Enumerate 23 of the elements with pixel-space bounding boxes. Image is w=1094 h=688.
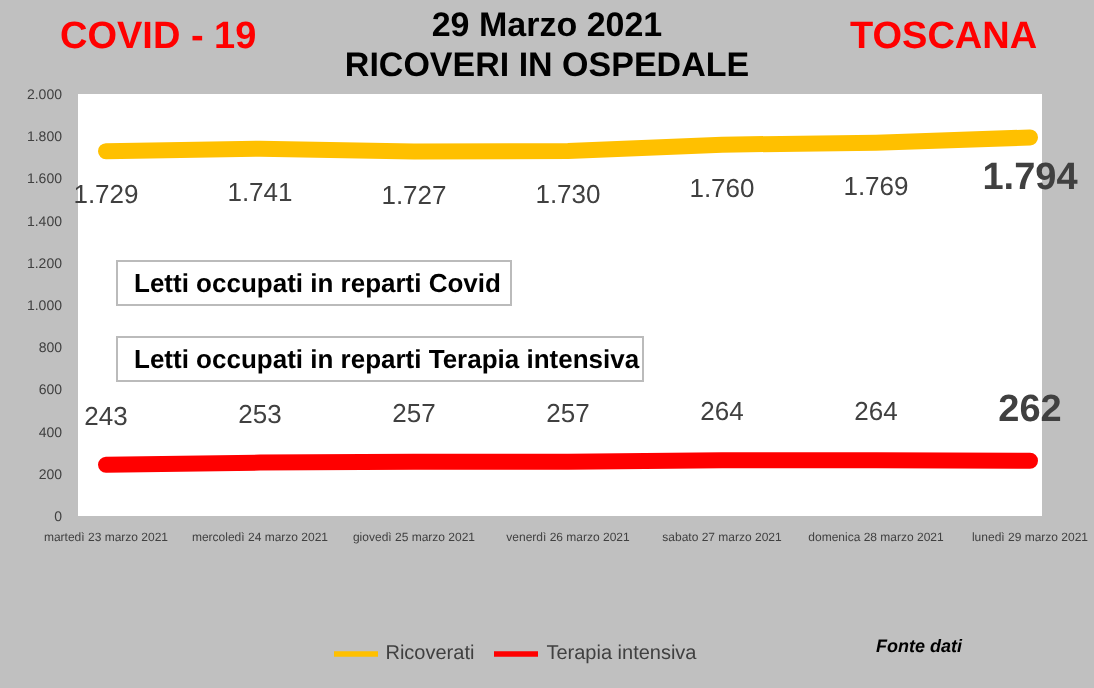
data-label: 1.729 [73,179,139,210]
text: TOSCANA [850,16,1038,60]
data-label: 1.794 [982,157,1079,200]
data-label: 1.760 [689,172,755,203]
data-label: 257 [392,397,436,428]
data-label: 253 [238,398,282,429]
source-note: Fonte dati [876,636,962,656]
data-label: 1.730 [535,178,601,209]
data-label: 1.769 [843,170,909,201]
text: COVID - 19 [60,16,257,60]
data-label: 264 [854,396,898,427]
data-label: 243 [84,400,128,431]
data-label: 1.741 [227,176,293,207]
data-label: 262 [998,388,1062,431]
legend-label: Terapia intensiva [546,643,697,666]
chart-title: 29 Marzo 2021 [431,6,663,44]
chart-subtitle: RICOVERI IN OSPEDALE [344,46,750,84]
annotation: Letti occupati in reparti Covid [116,260,512,306]
data-label: 257 [546,397,590,428]
data-label: 1.727 [381,179,447,210]
legend-label: Ricoverati [385,643,475,666]
annotation: Letti occupati in reparti Terapia intensiva [116,336,644,382]
data-label: 264 [700,396,744,427]
